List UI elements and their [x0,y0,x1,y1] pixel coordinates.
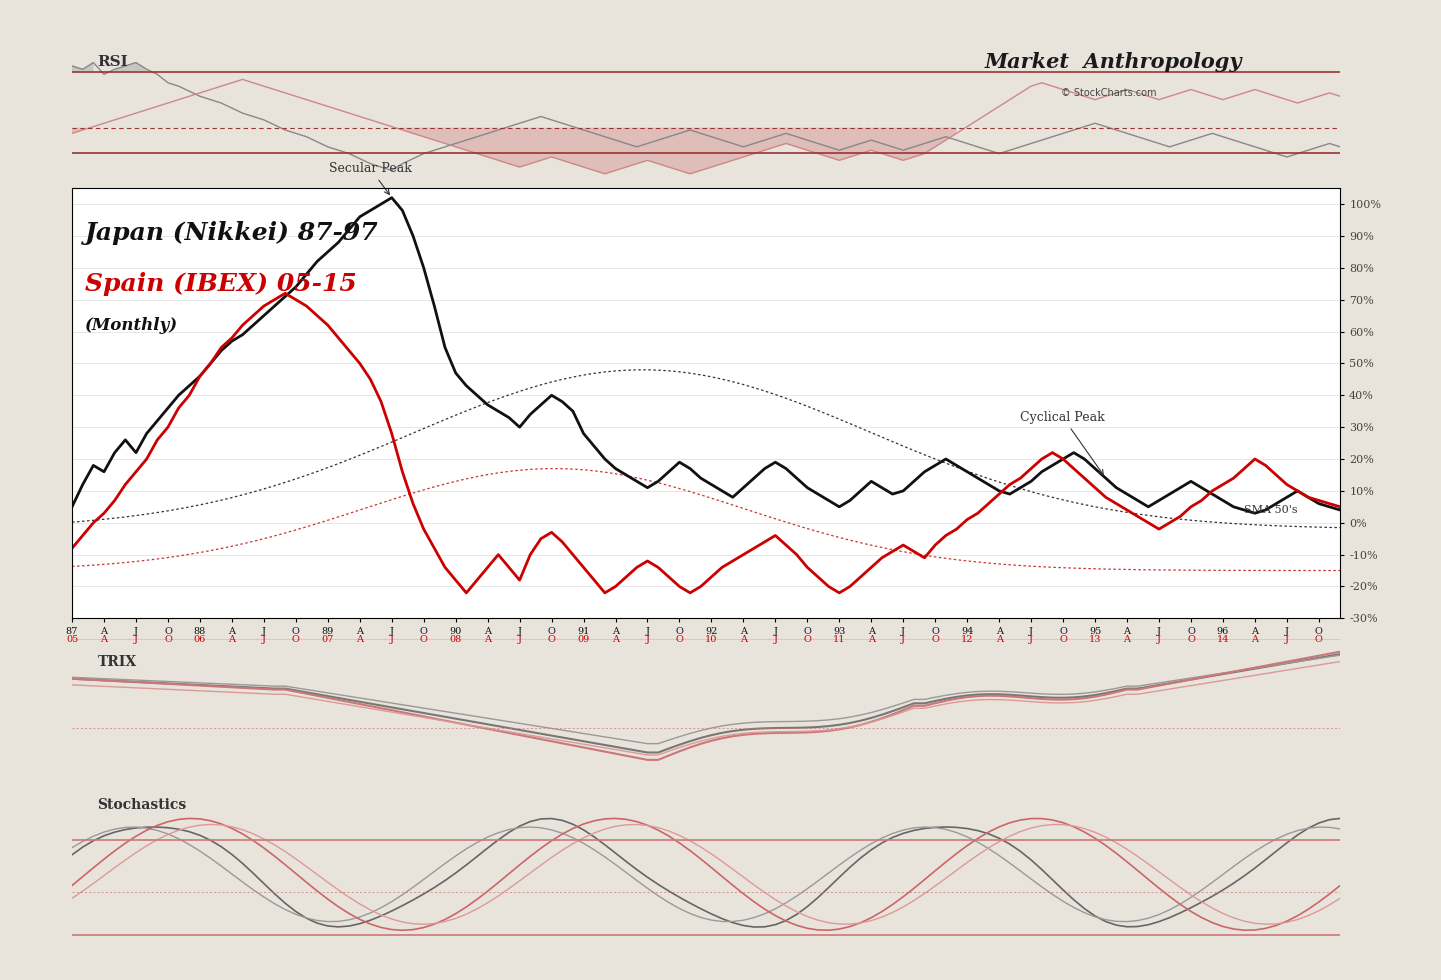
Text: Spain (IBEX) 05-15: Spain (IBEX) 05-15 [85,272,356,296]
Text: Market  Anthropology: Market Anthropology [986,52,1242,72]
Text: Secular Peak: Secular Peak [329,163,412,194]
Text: SMA 50's: SMA 50's [1244,506,1297,515]
Text: Cyclical Peak: Cyclical Peak [1020,411,1105,475]
Text: Japan (Nikkei) 87-97: Japan (Nikkei) 87-97 [85,220,379,245]
Text: TRIX: TRIX [98,656,137,669]
Text: RSI: RSI [98,55,128,70]
Text: Stochastics: Stochastics [98,798,187,812]
Text: © StockCharts.com: © StockCharts.com [1061,88,1157,98]
Text: (Monthly): (Monthly) [85,318,177,334]
